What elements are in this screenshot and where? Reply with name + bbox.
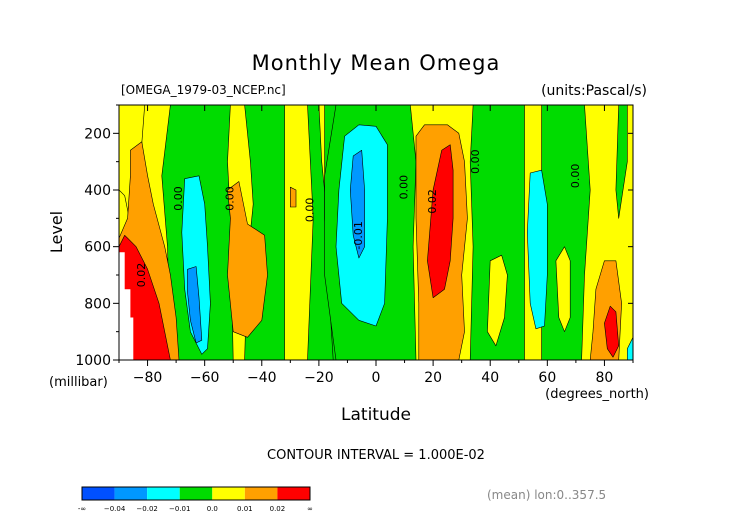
colorbar-swatch <box>277 487 310 500</box>
contour-region-17 <box>227 181 268 338</box>
x-tick-label: −80 <box>133 370 163 386</box>
x-tick-label: 80 <box>596 370 614 386</box>
contour-region-15 <box>187 266 203 344</box>
chart-subtitle-left: [OMEGA_1979-03_NCEP.nc] <box>121 83 286 97</box>
colorbar-frame <box>81 486 311 501</box>
colorbar-label: −0.02 <box>136 505 157 513</box>
colorbar-swatch <box>114 487 148 500</box>
y-axis-unit: (millibar) <box>49 375 108 390</box>
y-tick-label: 200 <box>84 126 111 142</box>
y-tick-label: 600 <box>84 240 111 256</box>
x-axis-label: Latitude <box>341 405 411 425</box>
contour-label-layer: 0.00 0.00 0.00 -0.01 0.00 0.02 0.00 0.00 0.02 <box>135 149 582 287</box>
contour-label-3: -0.01 <box>352 221 365 249</box>
contour-label-0: 0.00 <box>172 186 185 211</box>
x-tick-label: −20 <box>304 370 334 386</box>
contour-region-23 <box>427 144 454 299</box>
x-axis: −80 −60 −40 −20 0 20 40 60 80 <box>118 105 634 386</box>
contour-region-26 <box>626 336 633 360</box>
x-tick-label: 60 <box>538 370 556 386</box>
contour-region-16 <box>349 150 365 259</box>
colorbar-swatch <box>244 487 278 500</box>
contour-region-9 <box>615 105 628 219</box>
contour-region-12 <box>181 175 211 355</box>
colorbar-swatch <box>82 487 115 500</box>
y-axis-label: Level <box>47 211 66 253</box>
colorbar-swatch <box>147 487 180 500</box>
x-tick-label: −40 <box>247 370 277 386</box>
footer-text: (mean) lon:0..357.5 <box>487 488 606 502</box>
contour-interval-text: CONTOUR INTERVAL = 1.000E-02 <box>267 448 485 463</box>
contour-label-6: 0.00 <box>469 149 482 174</box>
colorbar-label: 0.0 <box>207 505 218 513</box>
chart-subtitle-right: (units:Pascal/s) <box>541 83 647 99</box>
contour-fill-layer <box>119 105 633 360</box>
colorbar: -∞ −0.04 −0.02 −0.01 0.0 0.01 0.02 ∞ <box>78 486 313 513</box>
x-tick-label: 20 <box>424 370 442 386</box>
colorbar-label: -∞ <box>78 505 86 513</box>
y-tick-label: 400 <box>84 183 111 199</box>
contour-region-8 <box>541 105 591 360</box>
x-tick-label: 40 <box>481 370 499 386</box>
chart-title: Monthly Mean Omega <box>252 51 501 75</box>
contour-label-2: 0.00 <box>303 198 316 223</box>
colorbar-label: −0.04 <box>104 505 126 513</box>
x-tick-label: 0 <box>372 370 381 386</box>
contour-label-7: 0.00 <box>569 164 582 189</box>
colorbar-swatch <box>179 487 213 500</box>
contour-label-1: 0.00 <box>223 186 236 211</box>
contour-label-5: 0.02 <box>426 189 439 214</box>
colorbar-label: −0.01 <box>169 505 190 513</box>
colorbar-label: 0.01 <box>237 505 253 513</box>
x-tick-label: −60 <box>190 370 220 386</box>
contour-region-18 <box>289 186 297 208</box>
x-axis-unit: (degrees_north) <box>545 387 649 402</box>
colorbar-swatch <box>212 487 245 500</box>
contour-label-8: 0.02 <box>135 263 148 288</box>
contour-region-14 <box>526 169 548 330</box>
colorbar-label: 0.02 <box>270 505 286 513</box>
contour-region-10 <box>487 254 508 347</box>
contour-region-7 <box>469 105 525 360</box>
y-axis: 200 400 600 800 1000 <box>75 104 633 369</box>
y-tick-label: 1000 <box>75 353 111 369</box>
contour-region-24 <box>604 305 620 358</box>
y-tick-label: 800 <box>84 296 111 312</box>
colorbar-label: ∞ <box>307 505 313 513</box>
contour-region-25 <box>119 252 134 360</box>
contour-region-11 <box>555 246 571 333</box>
contour-label-4: 0.00 <box>398 175 411 200</box>
